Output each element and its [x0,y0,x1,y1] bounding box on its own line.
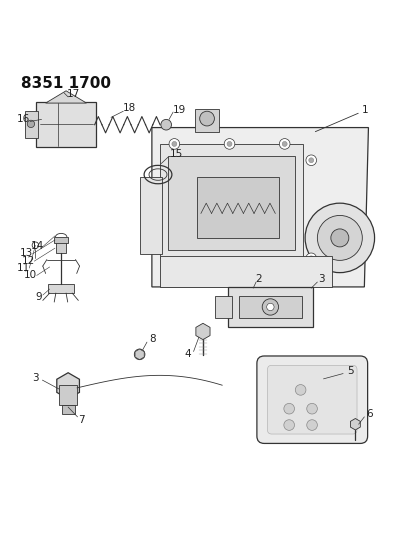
Text: 5: 5 [346,366,353,376]
Text: 7: 7 [78,415,85,425]
Bar [47,284,74,293]
Circle shape [32,242,38,248]
Bar [56,238,66,253]
Circle shape [236,269,243,276]
Circle shape [227,264,231,269]
Circle shape [134,349,144,360]
Text: 8: 8 [149,334,156,344]
Circle shape [224,139,234,149]
Circle shape [224,261,234,272]
Circle shape [330,229,348,247]
FancyBboxPatch shape [227,287,312,327]
Bar [196,176,278,238]
Text: 1: 1 [361,106,368,116]
Polygon shape [350,418,360,430]
Circle shape [283,403,294,414]
Circle shape [171,141,176,147]
Circle shape [281,264,286,269]
Circle shape [266,303,273,311]
Text: 8351 1700: 8351 1700 [21,77,111,92]
FancyBboxPatch shape [267,366,356,434]
Text: 2: 2 [254,274,261,284]
Text: 3: 3 [317,274,324,284]
Bar [160,256,331,287]
Bar [215,296,231,318]
Circle shape [227,141,231,147]
Text: 3: 3 [32,373,38,383]
Text: 10: 10 [23,270,36,280]
Bar [54,237,68,243]
Text: 4: 4 [184,349,191,359]
Text: 14: 14 [31,241,44,251]
Circle shape [306,419,317,430]
Polygon shape [45,91,86,103]
Text: 9: 9 [35,292,41,302]
Circle shape [305,155,316,166]
Polygon shape [151,127,368,287]
Circle shape [305,253,316,264]
Circle shape [279,261,289,272]
Text: 19: 19 [173,104,186,115]
Circle shape [283,419,294,430]
Circle shape [164,269,171,276]
Text: 13: 13 [20,248,34,259]
Text: 6: 6 [365,409,372,419]
Circle shape [262,299,278,315]
Circle shape [308,158,313,163]
Bar [194,109,219,132]
Bar [160,144,302,259]
Text: 16: 16 [16,114,30,124]
Circle shape [218,269,225,276]
Bar [168,156,294,250]
Circle shape [304,203,374,272]
Circle shape [306,403,317,414]
Bar [238,295,301,318]
Bar [59,385,77,406]
Circle shape [200,269,207,276]
Text: 12: 12 [22,256,35,266]
Circle shape [279,139,289,149]
Text: 18: 18 [122,103,136,114]
Circle shape [169,261,179,272]
Text: 11: 11 [16,263,30,273]
Bar [25,111,38,138]
Bar [139,176,162,254]
Circle shape [171,264,176,269]
Circle shape [294,385,305,395]
Circle shape [317,215,362,261]
Circle shape [308,256,313,261]
Circle shape [27,120,34,127]
Text: 15: 15 [169,149,182,159]
Polygon shape [196,324,209,340]
Polygon shape [57,373,79,399]
Circle shape [182,269,189,276]
Circle shape [160,119,171,130]
Polygon shape [135,349,144,360]
Bar [61,405,74,414]
Circle shape [199,111,214,126]
Circle shape [272,269,279,276]
Text: 17: 17 [67,90,80,100]
Circle shape [254,269,261,276]
Circle shape [290,269,297,276]
FancyBboxPatch shape [256,356,367,443]
Circle shape [169,139,179,149]
FancyBboxPatch shape [36,102,96,147]
Circle shape [281,141,286,147]
